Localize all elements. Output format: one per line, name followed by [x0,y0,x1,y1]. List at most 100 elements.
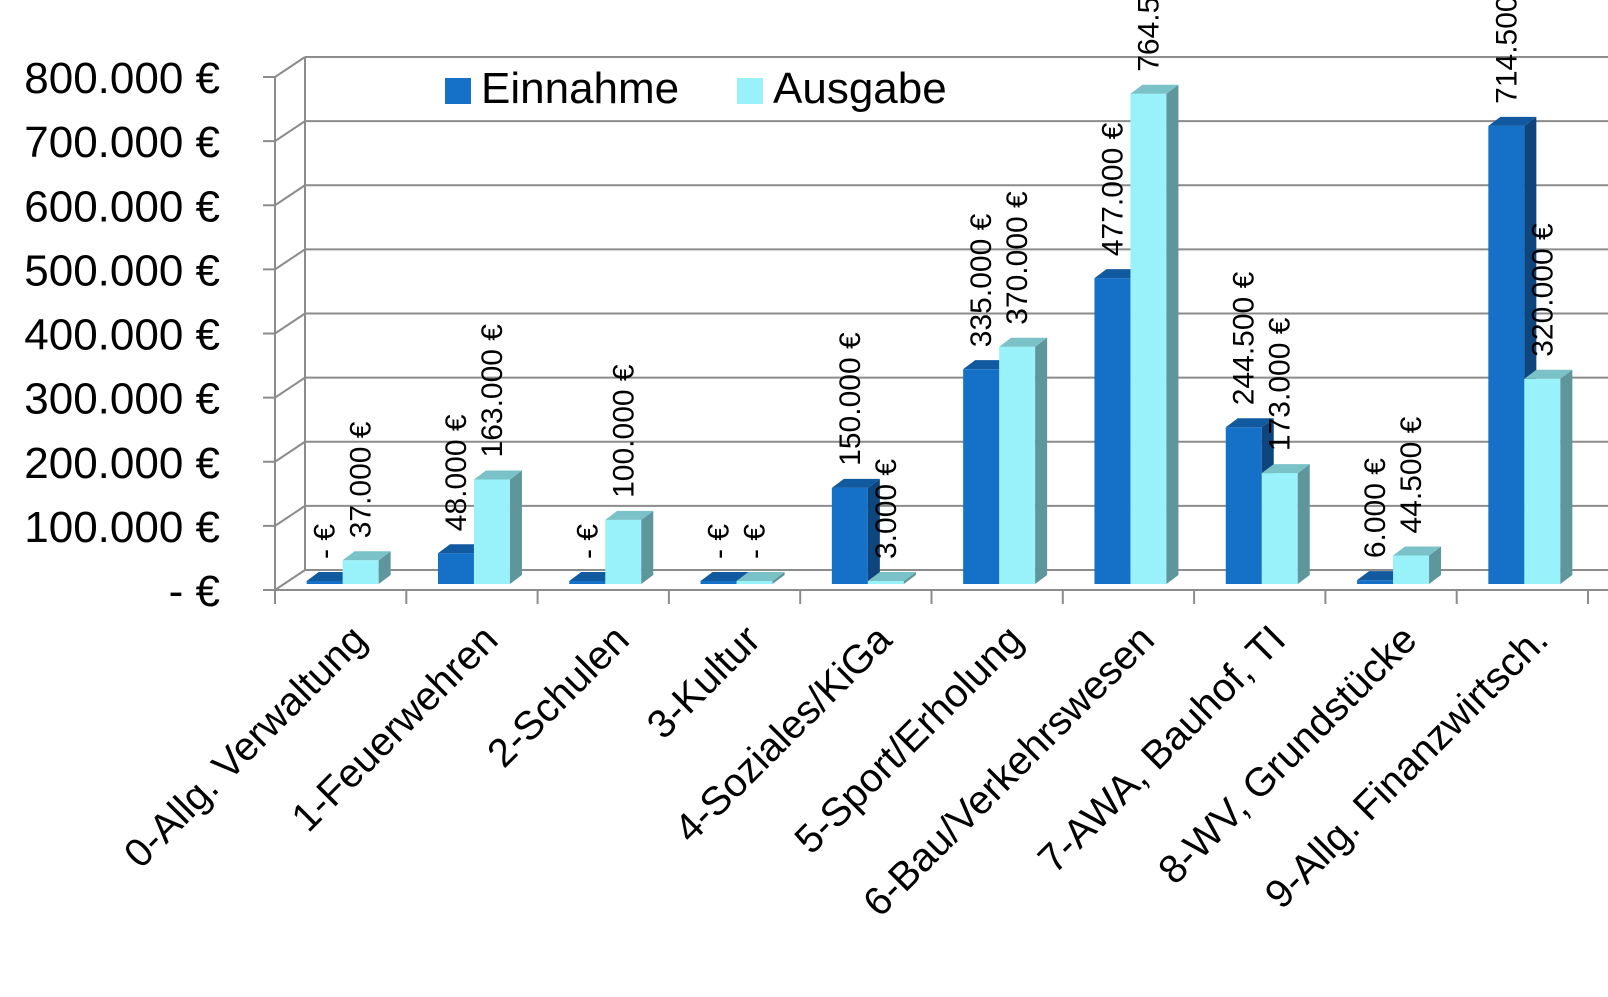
bar-front [1393,555,1430,584]
data-label: 714.500 € [1490,0,1523,104]
bar-front [569,581,606,584]
bar-ausgabe [473,470,522,584]
bar-side [772,572,785,584]
gridline-diagonal [274,184,306,207]
data-label: 44.500 € [1395,416,1428,533]
data-label: 173.000 € [1264,317,1297,451]
bars [306,84,1573,584]
bar-side [1560,369,1573,584]
bar-einnahme [831,478,880,584]
gridline-diagonal [274,248,306,271]
y-tick-label: 400.000 € [24,311,220,360]
bar-front [1357,580,1394,584]
bar-front [473,479,510,584]
axes [263,57,1608,604]
bar-ausgabe [605,510,654,584]
bar-side [1166,84,1179,584]
bar-side [509,470,522,584]
bar-top [1130,84,1179,94]
legend-swatch-einnahme [445,78,471,104]
bar-ausgabe [999,337,1048,584]
bar-front [1261,473,1298,584]
bar-side [1429,546,1442,584]
data-label: 100.000 € [607,364,640,498]
data-label: 244.500 € [1228,271,1261,405]
bar-front [437,553,474,584]
data-label: 48.000 € [440,414,473,531]
y-tick-label: 800.000 € [24,54,220,103]
bar-top [1261,464,1310,474]
y-tick-label: 500.000 € [24,246,220,295]
bar-ausgabe [867,572,916,584]
bar-ausgabe [1393,546,1442,584]
bar-top [1524,369,1573,379]
bar-top [605,510,654,520]
bar-side [903,572,916,584]
data-label: - € [571,524,604,559]
bar-front [605,519,642,584]
bar-top [999,337,1048,347]
bar-top [736,572,785,581]
data-label: 163.000 € [476,324,509,458]
bar-front [867,581,904,584]
y-tick-labels: - € 100.000 € 200.000 € 300.000 € 400.000 € 5… [24,54,220,616]
bar-ausgabe [1261,464,1310,584]
x-tick-label: 3-Kultur [639,617,769,747]
bar-top [831,478,880,488]
gridline-diagonal [274,376,306,399]
data-label: 3.000 € [870,459,903,559]
bar-front [831,487,868,584]
bar-front [1094,278,1131,584]
bar-top [1393,546,1442,556]
bar-front [1130,93,1167,584]
bar-top [473,470,522,480]
bar-top [700,572,749,581]
data-label: 335.000 € [965,213,998,347]
legend-label-ausgabe: Ausgabe [773,64,947,113]
x-tick-label: 7-AWA, Bauhof, TI [1030,617,1294,881]
y-tick-label: 100.000 € [24,503,220,552]
gridline-diagonal [274,312,306,335]
data-label: - € [309,524,342,559]
bar-ausgabe [1130,84,1179,584]
bar-side [641,510,654,584]
bar-front [963,369,1000,584]
y-tick-label: 300.000 € [24,375,220,424]
data-labels: - €37.000 €48.000 €163.000 €- €100.000 €… [309,0,1560,559]
bar-top [867,572,916,581]
data-label: 764.500 € [1132,0,1165,72]
data-label: - € [703,524,736,559]
data-label: 150.000 € [834,332,867,466]
legend: Einnahme Ausgabe [445,64,947,113]
bar-side [378,551,391,584]
data-label: 370.000 € [1001,191,1034,325]
bar-front [700,581,737,584]
gridline-diagonal [274,56,306,78]
bar-front [342,560,379,584]
legend-label-einnahme: Einnahme [481,64,679,113]
data-label: 477.000 € [1096,122,1129,256]
bar-side [1297,464,1310,584]
bar-front [736,581,773,584]
x-tick-label: 4-Soziales/KiGa [666,617,900,851]
x-tick-label: 5-Sport/Erholung [787,617,1032,862]
data-label: - € [739,524,772,559]
bar-front [1488,125,1525,584]
bar-ausgabe [1524,369,1573,584]
y-tick-label: 600.000 € [24,182,220,231]
bar-side [1035,337,1048,584]
x-tick-label: 8-WV, Grundstücke [1150,617,1425,892]
gridline-diagonal [274,440,306,463]
y-tick-label: 200.000 € [24,439,220,488]
y-tick-label: - € [169,567,220,616]
gridline-diagonal [274,505,306,527]
data-label: 6.000 € [1359,458,1392,558]
x-tick-label: 2-Schulen [479,617,637,775]
bar-front [999,346,1036,584]
y-tick-label: 700.000 € [24,118,220,167]
bar-top [1225,418,1274,428]
data-label: 37.000 € [345,421,378,538]
gridlines [274,56,1608,591]
legend-swatch-ausgabe [737,78,763,104]
